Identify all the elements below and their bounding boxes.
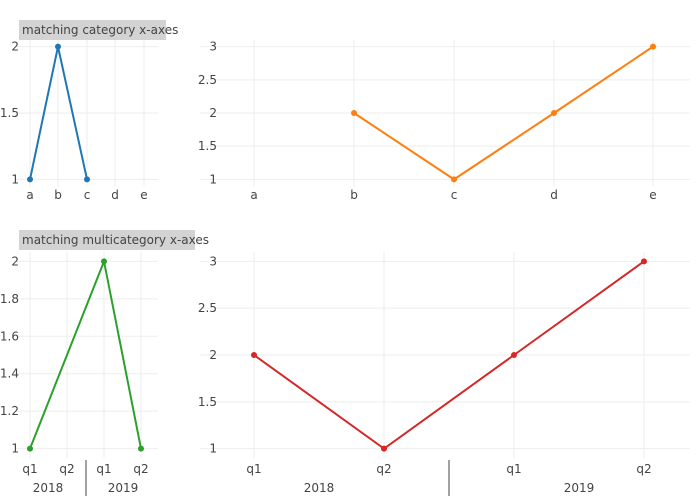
data-point [641, 258, 647, 265]
data-point [251, 352, 257, 358]
data-point [511, 352, 517, 358]
y-tick-label: 1.5 [198, 395, 217, 409]
x-tick-label: q1 [246, 462, 261, 476]
data-point [551, 110, 557, 116]
y-tick-label: 2 [209, 348, 217, 362]
y-tick-label: 1 [11, 172, 19, 186]
x-tick-label: c [84, 188, 91, 202]
data-point [381, 445, 387, 452]
data-point [451, 176, 457, 183]
data-point [27, 176, 33, 183]
y-tick-label: 2 [11, 40, 19, 54]
y-tick-label: 2.5 [198, 301, 217, 315]
data-point [27, 445, 33, 452]
chart-title: matching multicategory x-axes [22, 233, 209, 247]
y-tick-label: 1 [11, 442, 19, 456]
y-tick-label: 1 [209, 442, 217, 456]
y-tick-label: 1.2 [0, 404, 19, 418]
x-tick-label: q2 [376, 462, 391, 476]
data-point [55, 43, 61, 50]
data-point [84, 176, 90, 183]
y-tick-label: 3 [209, 254, 217, 268]
chart-panel-1: 1 1.5 2 a b c d e matching category x-axes [0, 20, 178, 202]
title-box [19, 20, 166, 40]
y-tick-label: 1.6 [0, 329, 19, 343]
y-tick-label: 1.8 [0, 292, 19, 306]
x-tick-label: a [26, 188, 33, 202]
x-tick-label: q1 [506, 462, 521, 476]
x-tick-label: c [451, 188, 458, 202]
data-point [351, 110, 357, 116]
x-tick-label: b [54, 188, 62, 202]
x-group-label: 2018 [33, 481, 64, 495]
chart-title: matching category x-axes [22, 23, 178, 37]
x-tick-label: b [350, 188, 358, 202]
chart-panel-3: 1 1.2 1.4 1.6 1.8 2 q1 q2 q1 q2 2018 2019 matching m… [0, 230, 209, 496]
x-tick-label: a [250, 188, 257, 202]
y-tick-label: 1.4 [0, 367, 19, 381]
y-tick-label: 2 [11, 254, 19, 268]
chart-panel-2: 1 1.5 2 2.5 3 a b c d e [198, 40, 690, 202]
x-group-label: 2019 [108, 481, 139, 495]
x-tick-label: e [140, 188, 147, 202]
x-tick-label: e [649, 188, 656, 202]
y-tick-label: 2.5 [198, 73, 217, 87]
y-tick-label: 3 [209, 40, 217, 54]
x-group-label: 2018 [304, 481, 335, 495]
chart-panel-4: 1 1.5 2 2.5 3 q1 q2 q1 q2 2018 2019 [198, 252, 690, 496]
y-tick-label: 1.5 [0, 106, 19, 120]
data-point [138, 445, 144, 452]
x-tick-label: q2 [59, 462, 74, 476]
x-group-label: 2019 [564, 481, 595, 495]
x-tick-label: q1 [22, 462, 37, 476]
series-line [253, 260, 645, 450]
x-tick-label: q2 [133, 462, 148, 476]
x-tick-label: d [111, 188, 119, 202]
data-point [650, 43, 656, 50]
title-box [19, 230, 195, 250]
x-tick-label: d [550, 188, 558, 202]
series-line [353, 45, 654, 181]
series-line [29, 257, 142, 450]
y-tick-label: 1.5 [198, 139, 217, 153]
data-point [101, 258, 107, 265]
y-tick-label: 1 [209, 172, 217, 186]
y-tick-label: 2 [209, 106, 217, 120]
x-tick-label: q1 [96, 462, 111, 476]
x-tick-label: q2 [636, 462, 651, 476]
